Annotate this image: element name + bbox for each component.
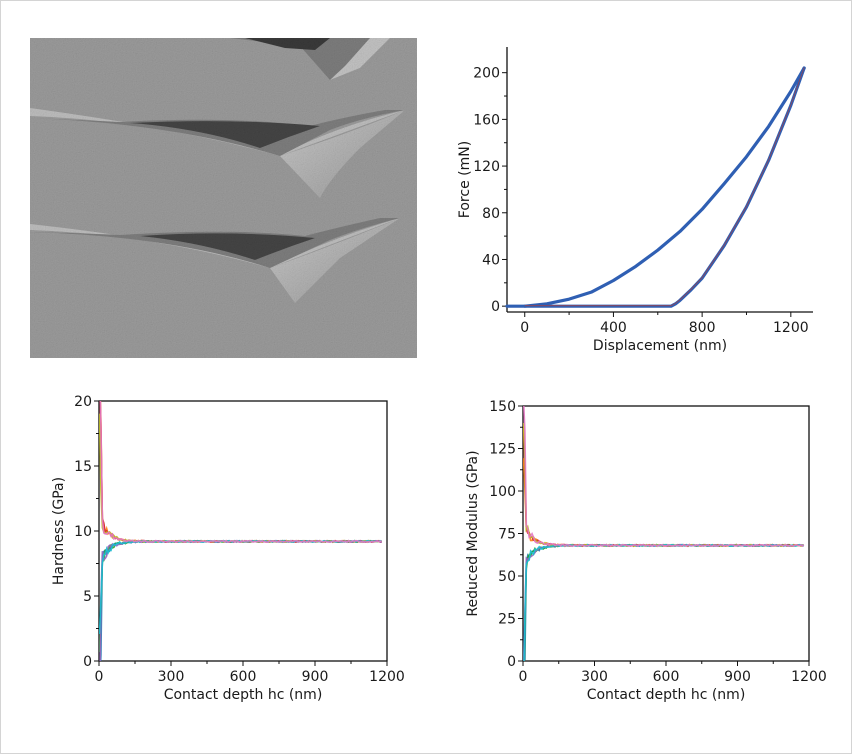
- y-tick-label: 160: [473, 112, 500, 128]
- y-axis-label: Reduced Modulus (GPa): [465, 450, 481, 616]
- y-tick-label: 80: [482, 206, 500, 222]
- y-tick-label: 0: [507, 654, 516, 670]
- x-axis-label: Contact depth hc (nm): [587, 687, 746, 703]
- unloading-trace: [524, 67, 805, 307]
- y-tick-label: 50: [498, 569, 516, 585]
- series-7: [99, 401, 382, 544]
- series-line-0: [505, 66, 806, 308]
- series-1: [99, 401, 383, 544]
- x-tick-label: 0: [519, 669, 528, 685]
- series-5: [99, 413, 382, 544]
- x-tick-label: 300: [581, 669, 608, 685]
- y-tick-label: 10: [74, 524, 92, 540]
- plot-frame: [522, 405, 810, 662]
- x-tick-label: 0: [95, 669, 104, 685]
- y-axis-label: Hardness (GPa): [51, 477, 67, 585]
- reduced-modulus-chart: 0 300 600 900 1200 0 25 50 75 100 125 150 Contact de…: [465, 399, 827, 703]
- x-tick-label: 400: [600, 320, 627, 336]
- data-points: [523, 406, 805, 661]
- x-tick-label: 900: [724, 669, 751, 685]
- y-tick-label: 20: [74, 394, 92, 410]
- x-tick-label: 800: [689, 320, 716, 336]
- y-tick-label: 0: [491, 299, 500, 315]
- data-points: [99, 401, 383, 661]
- series-1: [523, 458, 805, 548]
- x-tick-label: 300: [158, 669, 185, 685]
- y-tick-label: 200: [473, 66, 500, 82]
- x-axis-label: Contact depth hc (nm): [164, 687, 323, 703]
- y-tick-label: 25: [498, 612, 516, 628]
- y-tick-label: 0: [83, 654, 92, 670]
- x-tick-label: 600: [230, 669, 257, 685]
- series-7: [523, 406, 805, 548]
- x-tick-label: 1200: [791, 669, 827, 685]
- y-tick-label: 125: [489, 442, 516, 458]
- sem-image: [30, 38, 417, 358]
- y-tick-label: 40: [482, 252, 500, 268]
- series-line-1: [523, 66, 806, 308]
- y-tick-label: 15: [74, 459, 92, 475]
- x-tick-label: 900: [302, 669, 329, 685]
- x-tick-label: 1200: [773, 320, 809, 336]
- plot-frame: [98, 400, 388, 662]
- series-6: [99, 539, 383, 635]
- x-tick-label: 0: [520, 320, 529, 336]
- x-axis-label: Displacement (nm): [593, 338, 727, 354]
- series-2: [99, 539, 382, 653]
- sem-micrograph: [30, 38, 417, 358]
- force-displacement-chart: 0 400 800 1200 0 40 80 120 160 200 Displacement (n…: [457, 47, 813, 354]
- y-tick-label: 5: [83, 589, 92, 605]
- series-3: [99, 401, 382, 544]
- series-0: [99, 539, 383, 661]
- y-tick-label: 75: [498, 527, 516, 543]
- y-tick-label: 150: [489, 399, 516, 415]
- series-3: [523, 426, 804, 548]
- x-tick-label: 1200: [369, 669, 405, 685]
- x-tick-label: 600: [653, 669, 680, 685]
- series-0: [523, 543, 804, 661]
- series-4: [523, 543, 805, 661]
- hardness-chart: 0 300 600 900 1200 0 5 10 15 20 Contact depth hc (…: [51, 394, 405, 703]
- series-5: [523, 422, 804, 548]
- y-tick-label: 120: [473, 159, 500, 175]
- y-axis-label: Force (mN): [457, 141, 473, 218]
- y-tick-label: 100: [489, 484, 516, 500]
